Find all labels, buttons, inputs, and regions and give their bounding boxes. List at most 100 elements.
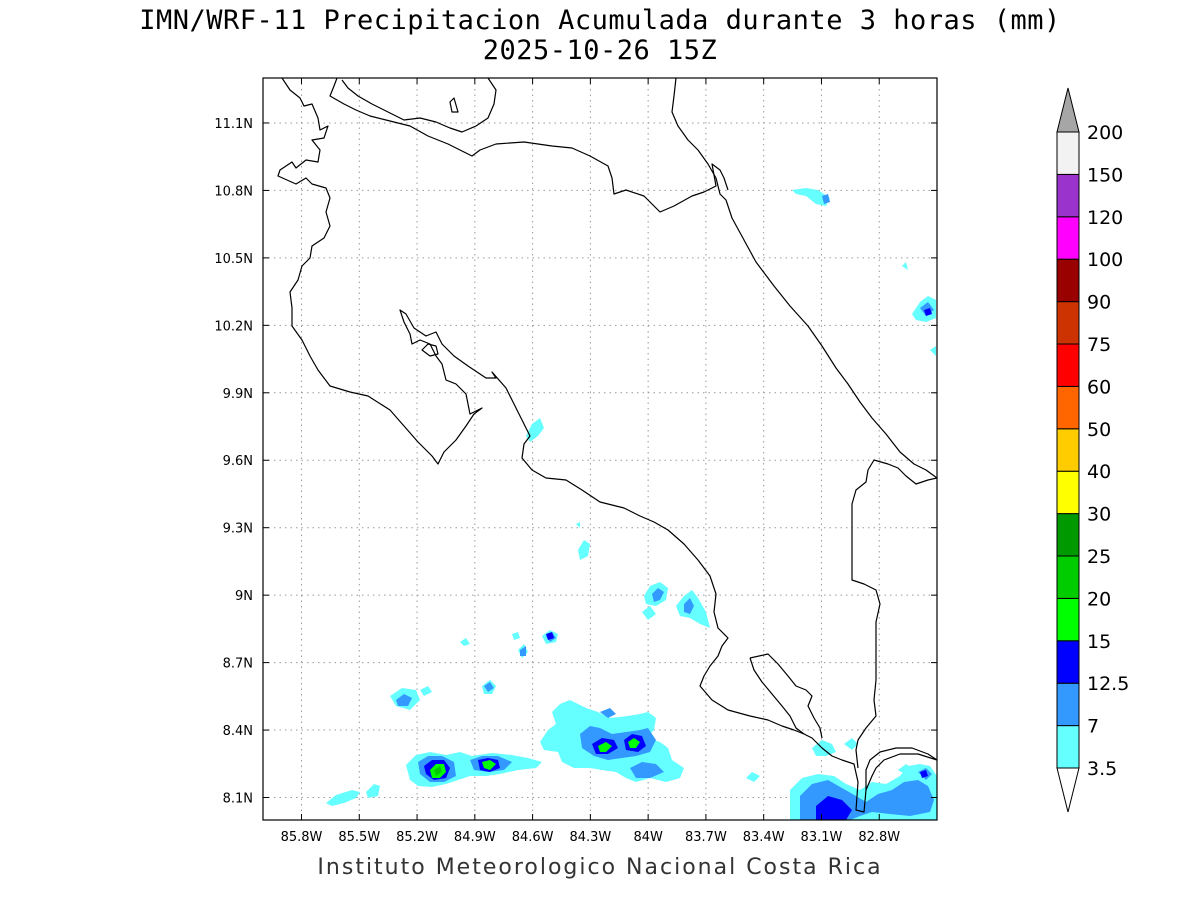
- coastline: [277, 78, 937, 813]
- grid-lines: [263, 78, 937, 820]
- osa-peninsula: [749, 653, 823, 739]
- legend-label: 12.5: [1087, 673, 1129, 695]
- lon-tick-label: 84.3W: [569, 830, 611, 845]
- lon-tick-label: 82.8W: [858, 830, 900, 845]
- legend-label: 150: [1087, 164, 1123, 186]
- lon-tick-label: 85.8W: [281, 830, 323, 845]
- nicoya-inner-island: [421, 343, 439, 357]
- legend-color-box: [1056, 343, 1080, 387]
- lon-tick-label: 84.6W: [512, 830, 554, 845]
- precip-area: [484, 682, 494, 692]
- precip-area: [520, 646, 526, 656]
- map-frame: [263, 78, 937, 820]
- panama-border: [851, 459, 937, 769]
- legend-color-box: [1056, 385, 1080, 430]
- legend-color-box: [1056, 725, 1080, 769]
- legend-color-box: [1056, 470, 1080, 515]
- map-subtitle-date: 2025-10-26 15Z: [482, 35, 718, 66]
- legend-color-box: [1056, 555, 1080, 599]
- color-legend: 3.5 7 12.5 15 20 25 30 40 50 60 75 90 100 120 150 200: [1056, 87, 1129, 813]
- legend-label: 50: [1087, 419, 1111, 441]
- lon-tick-label: 83.7W: [685, 830, 727, 845]
- legend-color-box: [1056, 428, 1080, 472]
- legend-arrow-bottom: [1056, 767, 1080, 813]
- precip-area: [578, 540, 590, 560]
- lon-tick-label: 84.9W: [454, 830, 496, 845]
- legend-label: 90: [1087, 292, 1111, 314]
- caribbean-coast: [671, 78, 937, 479]
- island-north: [449, 97, 459, 113]
- map-title: IMN/WRF-11 Precipitacion Acumulada duran…: [139, 5, 1061, 36]
- credit-text: Instituto Meteorologico Nacional Costa R…: [317, 855, 883, 880]
- lat-tick-label: 8.1N: [223, 792, 253, 807]
- precip-area: [676, 590, 710, 628]
- burica: [865, 753, 937, 791]
- legend-color-box: [1056, 640, 1080, 684]
- lon-tick-label: 84W: [633, 830, 663, 845]
- precip-area: [898, 764, 914, 776]
- precip-area: [746, 772, 760, 782]
- precip-area: [512, 632, 520, 640]
- precip-area: [326, 790, 360, 806]
- precip-area: [792, 188, 830, 206]
- legend-label: 120: [1087, 207, 1123, 229]
- precip-area: [822, 194, 830, 204]
- legend-color-box: [1056, 597, 1080, 642]
- precip-area: [628, 738, 640, 748]
- precip-area: [924, 308, 932, 316]
- lon-tick-label: 83.1W: [801, 830, 843, 845]
- precip-area: [684, 598, 694, 614]
- legend-color-box: [1056, 301, 1080, 345]
- lon-tick-label: 85.5W: [338, 830, 380, 845]
- legend-label: 40: [1087, 461, 1111, 483]
- precip-area: [844, 738, 858, 750]
- precip-area: [434, 766, 442, 776]
- golfo-dulce: [749, 657, 805, 735]
- legend-label: 60: [1087, 376, 1111, 398]
- precip-area: [600, 708, 616, 718]
- precip-area: [366, 784, 380, 798]
- legend-label: 25: [1087, 546, 1111, 568]
- map-border: [262, 77, 938, 821]
- lat-tick-label: 9.6N: [223, 454, 253, 469]
- legend-label: 7: [1087, 716, 1099, 738]
- precip-area: [396, 694, 412, 706]
- legend-label: 100: [1087, 249, 1123, 271]
- pacific-coast: [277, 78, 937, 813]
- lon-tick-label: 83.4W: [743, 830, 785, 845]
- precip-area: [920, 770, 928, 778]
- legend-label: 15: [1087, 631, 1111, 653]
- precip-area: [652, 588, 664, 602]
- legend-color-box: [1056, 258, 1080, 303]
- lat-tick-label: 8.4N: [223, 724, 253, 739]
- legend-color-box: [1056, 513, 1080, 557]
- precip-area: [460, 638, 470, 646]
- nicaragua-north-coast: [341, 78, 497, 133]
- legend-color-box: [1056, 173, 1080, 218]
- precip-area: [902, 262, 908, 270]
- lat-tick-label: 9N: [235, 589, 253, 604]
- latitude-ticks: 8.1N 8.4N 8.7N 9N 9.3N 9.6N 9.9N 10.2N 10.5N 10.8…: [214, 117, 937, 807]
- nicaragua-border: [329, 78, 729, 213]
- precip-fields: [326, 188, 937, 820]
- legend-color-box: [1056, 131, 1080, 175]
- lat-tick-label: 11.1N: [214, 117, 253, 132]
- precip-area: [576, 522, 580, 528]
- legend-arrow-top: [1056, 87, 1080, 133]
- legend-label: 20: [1087, 588, 1111, 610]
- precip-area: [598, 742, 612, 752]
- legend-label: 3.5: [1087, 758, 1117, 780]
- precip-area: [420, 686, 432, 696]
- legend-label: 75: [1087, 334, 1111, 356]
- lat-tick-label: 8.7N: [223, 657, 253, 672]
- legend-label: 30: [1087, 504, 1111, 526]
- legend-label: 200: [1087, 122, 1123, 144]
- lat-tick-label: 10.2N: [214, 319, 253, 334]
- precip-area: [546, 632, 554, 640]
- lat-tick-label: 10.8N: [214, 184, 253, 199]
- precip-area: [816, 796, 852, 820]
- legend-color-box: [1056, 682, 1080, 727]
- precip-area: [482, 760, 496, 770]
- lon-tick-label: 85.2W: [396, 830, 438, 845]
